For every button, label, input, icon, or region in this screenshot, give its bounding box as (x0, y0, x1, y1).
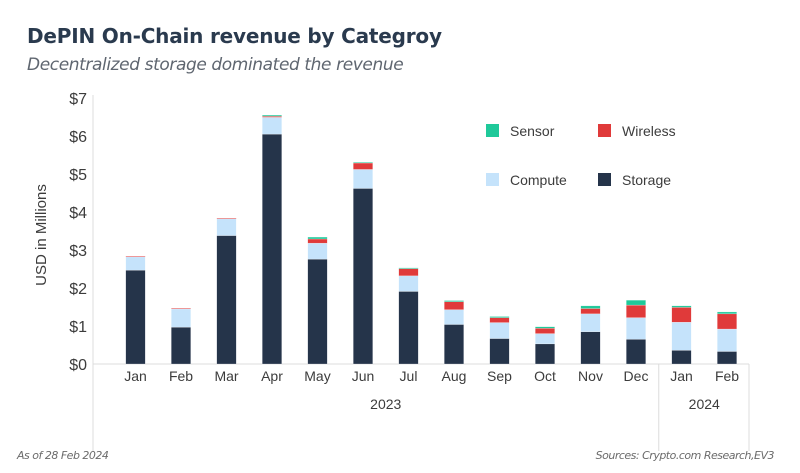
x-tick-label: Feb (715, 368, 739, 384)
bar-compute (398, 275, 419, 292)
bar-wireless (535, 328, 555, 334)
bar-compute (444, 309, 464, 325)
bar-storage (717, 351, 737, 365)
x-tick-label: Sep (487, 368, 512, 384)
bar-storage (626, 339, 646, 365)
bar-sensor (671, 305, 692, 308)
legend-swatch-sensor (486, 124, 499, 137)
bar-wireless (626, 304, 646, 318)
x-group-label: 2024 (689, 396, 720, 412)
bar-sensor (580, 305, 601, 309)
bar-compute (717, 328, 737, 352)
bar-storage (580, 331, 601, 365)
bar-wireless (717, 313, 737, 330)
bar-wireless (489, 317, 510, 323)
bar-wireless (307, 238, 328, 244)
y-tick-label: $1 (69, 319, 87, 336)
bar-storage (535, 343, 555, 365)
as-of-note: As of 28 Feb 2024 (17, 449, 109, 462)
y-tick-label: $3 (69, 243, 87, 260)
x-tick-label: Aug (442, 368, 467, 384)
bar-compute (171, 308, 191, 328)
bar-wireless (353, 162, 373, 170)
legend-label-storage: Storage (622, 172, 671, 188)
bar-compute (535, 333, 555, 345)
bar-sensor (626, 299, 646, 306)
bar-sensor (489, 316, 510, 318)
chart-title: DePIN On-Chain revenue by Categroy (27, 24, 442, 48)
bar-storage (171, 326, 191, 365)
bar-wireless (444, 301, 464, 310)
y-tick-label: $0 (69, 357, 87, 374)
y-tick-label: $6 (69, 129, 87, 146)
axes: $0 $1 $2 $3 $4 $5 $6 $7 Jan Feb Mar Apr May Jun Jul Aug… (69, 91, 750, 451)
bar-compute (626, 317, 646, 340)
y-tick-label: $4 (69, 205, 87, 222)
x-tick-label: Dec (624, 368, 649, 384)
bar-wireless (398, 268, 419, 277)
bar-compute (353, 169, 373, 189)
x-tick-label: Jul (400, 368, 418, 384)
bar-sensor (262, 114, 282, 117)
bar-compute (307, 242, 328, 260)
legend-swatch-compute (486, 173, 499, 186)
y-tick-label: $2 (69, 281, 87, 298)
bar-storage (216, 235, 237, 365)
legend-label-compute: Compute (510, 172, 567, 188)
x-tick-label: Oct (534, 368, 556, 384)
legend-label-sensor: Sensor (510, 123, 555, 139)
bar-storage (307, 258, 328, 365)
bar-storage (489, 338, 510, 365)
bar-sensor (398, 267, 419, 269)
chart-subtitle: Decentralized storage dominated the reve… (27, 55, 404, 75)
x-tick-label: Jan (124, 368, 147, 384)
x-tick-label: Apr (261, 368, 283, 384)
bar-wireless (216, 217, 237, 220)
y-axis-label: USD in Millions (33, 184, 50, 286)
y-tick-label: $7 (69, 91, 87, 108)
bar-wireless (671, 307, 692, 323)
bar-compute (671, 322, 692, 351)
bar-sensor (717, 311, 737, 315)
bar-storage (444, 324, 464, 365)
sources-note: Sources: Crypto.com Research,EV3 (595, 449, 775, 462)
y-tick-label: $5 (69, 167, 87, 184)
legend-label-wireless: Wireless (622, 123, 676, 139)
bar-storage (262, 133, 282, 365)
x-tick-label: Nov (578, 368, 603, 384)
bar-compute (489, 322, 510, 339)
bar-compute (262, 117, 282, 135)
legend-swatch-wireless (598, 124, 611, 137)
bar-compute (125, 256, 146, 271)
bar-compute (580, 313, 601, 332)
bar-wireless (125, 255, 146, 258)
x-tick-label: May (304, 368, 330, 384)
bar-sensor (535, 326, 555, 329)
bar-wireless (171, 307, 191, 310)
bar-storage (125, 269, 146, 365)
bar-sensor (444, 300, 464, 302)
bar-wireless (580, 308, 601, 315)
legend: Sensor Wireless Compute Storage (486, 123, 676, 188)
bar-sensor (307, 236, 328, 240)
bar-compute (216, 218, 237, 236)
x-tick-label: Jan (670, 368, 693, 384)
bar-sensor (353, 162, 373, 164)
bars (125, 114, 737, 365)
x-tick-label: Jun (352, 368, 375, 384)
bar-storage (671, 350, 692, 365)
x-group-label: 2023 (370, 396, 401, 412)
x-tick-label: Feb (169, 368, 193, 384)
legend-swatch-storage (598, 173, 611, 186)
x-tick-label: Mar (214, 368, 238, 384)
bar-storage (353, 188, 373, 365)
bar-storage (398, 291, 419, 365)
